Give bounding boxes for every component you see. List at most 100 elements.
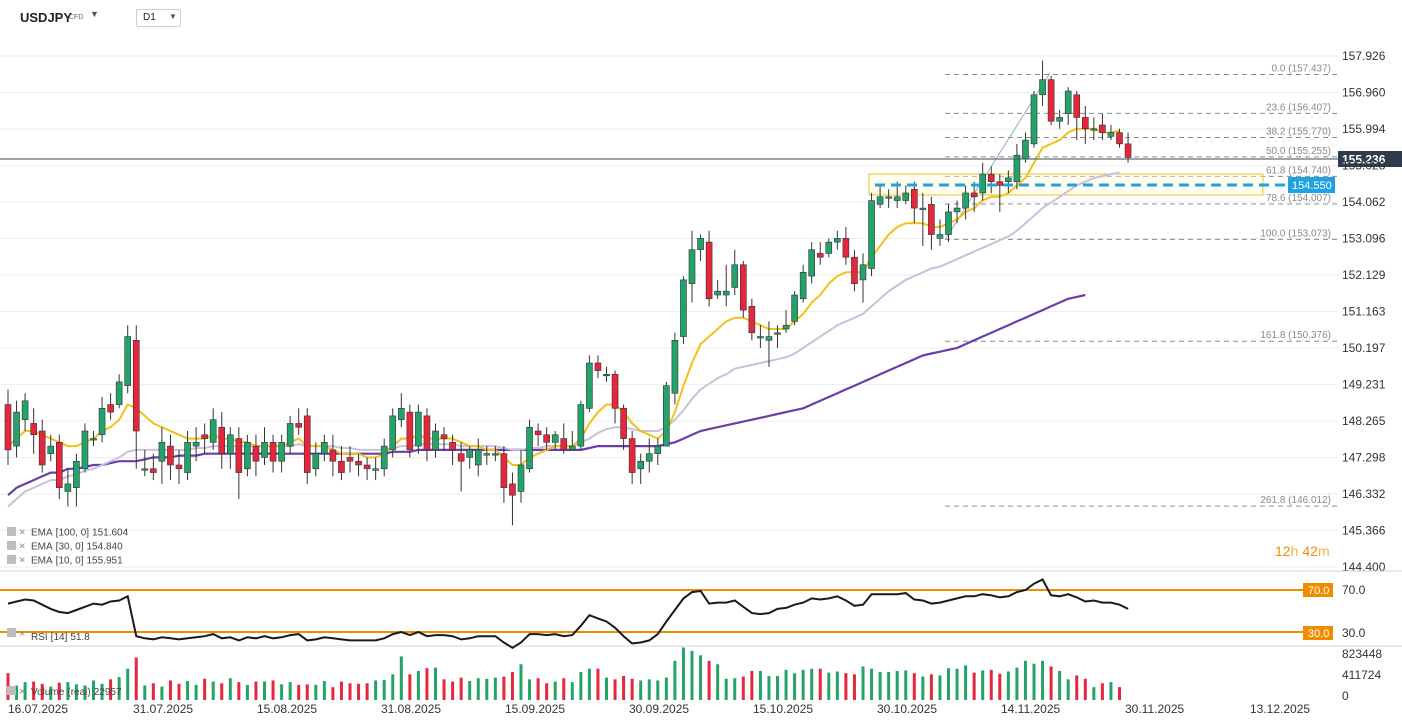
legend-close-icon[interactable]: ×: [19, 541, 25, 553]
volume-bar: [587, 668, 591, 700]
toolbar: USDJPY CFD ▼ D1 ▼: [0, 0, 1402, 38]
legend-settings-icon[interactable]: [7, 628, 16, 637]
volume-bar: [263, 681, 266, 700]
volume-bar: [382, 679, 386, 700]
legend-settings-icon[interactable]: [7, 555, 16, 564]
candle: [928, 196, 935, 250]
candle: [1039, 60, 1046, 107]
legend-volume[interactable]: Volume (real) 22957: [31, 687, 122, 698]
candle: [1030, 90, 1038, 148]
candle: [321, 434, 328, 462]
volume-bar: [203, 678, 207, 700]
legend-close-icon[interactable]: ×: [19, 686, 25, 698]
candle: [945, 204, 952, 243]
volume-bar: [1100, 683, 1104, 700]
candle: [603, 366, 610, 382]
volume-bar: [476, 678, 480, 700]
price-tick-label: 150.197: [1342, 341, 1386, 355]
candle: [1116, 128, 1123, 148]
candle: [885, 189, 892, 209]
volume-bar: [49, 686, 53, 700]
volume-bar: [553, 681, 557, 700]
candle-body: [440, 434, 448, 439]
candle-body: [500, 453, 508, 488]
volume-bar: [929, 674, 933, 700]
candle: [457, 442, 465, 492]
candle-body: [47, 445, 55, 454]
legend-rsi[interactable]: RSI [14] 51.8: [31, 632, 90, 643]
candle-body: [637, 460, 645, 470]
candle: [526, 419, 533, 473]
volume-bar: [699, 655, 703, 700]
date-tick-label: 30.10.2025: [877, 702, 937, 716]
candle: [953, 200, 961, 224]
current-price-badge: [1338, 151, 1402, 167]
volume-bar: [339, 681, 343, 700]
volume-bar: [622, 675, 626, 700]
legend-close-icon[interactable]: ×: [19, 628, 25, 640]
volume-bar: [322, 681, 326, 700]
candle-body: [1099, 124, 1106, 133]
legend-close-icon[interactable]: ×: [19, 555, 25, 567]
volume-bar: [305, 684, 309, 700]
legend-ema-30[interactable]: × EMA [30, 0] 154.840: [7, 541, 123, 553]
candle: [1082, 106, 1089, 144]
volume-bar: [562, 678, 566, 700]
timeframe-select[interactable]: D1 ▼: [136, 9, 181, 27]
candle-body: [295, 423, 303, 428]
candle: [919, 192, 927, 246]
symbol-label[interactable]: USDJPY: [20, 10, 73, 25]
candle: [936, 219, 944, 246]
volume-bar: [536, 678, 540, 700]
candle-body: [654, 445, 662, 454]
rsi-axis-70: 70.0: [1342, 583, 1366, 597]
candle-body: [355, 460, 362, 466]
candle-body: [885, 196, 892, 199]
volume-bar: [767, 675, 771, 700]
legend-close-icon[interactable]: ×: [19, 527, 25, 539]
candle-body: [372, 468, 379, 471]
alert-price-badge[interactable]: [1288, 177, 1335, 193]
price-tick-label: 144.400: [1342, 560, 1386, 574]
candle-body: [509, 483, 516, 496]
candle-body: [782, 324, 790, 330]
candle: [671, 332, 679, 405]
volume-bar: [878, 672, 882, 700]
volume-bar: [955, 668, 959, 700]
volume-bar: [1049, 666, 1053, 700]
timeframe-label: D1: [143, 12, 156, 23]
candle-body: [953, 207, 961, 213]
legend-ema-10[interactable]: × EMA [10, 0] 155.951: [7, 555, 123, 567]
legend-settings-icon[interactable]: [7, 527, 16, 536]
volume-bar: [468, 681, 472, 700]
candle-body: [876, 196, 884, 205]
legend-ema-100[interactable]: × EMA [100, 0] 151.604: [7, 527, 129, 539]
legend-settings-icon[interactable]: [7, 686, 16, 695]
candle: [389, 408, 397, 458]
volume-bar: [784, 669, 788, 700]
symbol-dropdown-chevron-icon[interactable]: ▼: [90, 9, 99, 19]
legend-settings-icon[interactable]: [7, 541, 16, 550]
date-tick-label: 30.11.2025: [1125, 702, 1184, 716]
candle-body: [611, 374, 619, 409]
volume-bar: [1015, 667, 1019, 700]
volume-bar: [211, 681, 215, 700]
volume-bar: [887, 672, 891, 700]
candle: [192, 427, 200, 462]
volume-bar: [57, 682, 61, 700]
price-tick-label: 145.366: [1342, 524, 1386, 538]
candle: [81, 423, 89, 473]
volume-bar: [690, 650, 694, 700]
candle-body: [517, 464, 525, 492]
candle: [397, 393, 405, 428]
candle: [859, 253, 867, 303]
candle: [47, 434, 55, 462]
candle-body: [987, 173, 995, 182]
volume-bar: [570, 682, 574, 700]
volume-bar: [442, 679, 446, 700]
candle-body: [150, 468, 157, 473]
volume-bar: [733, 678, 737, 700]
candle: [355, 453, 362, 477]
candle: [90, 430, 97, 447]
